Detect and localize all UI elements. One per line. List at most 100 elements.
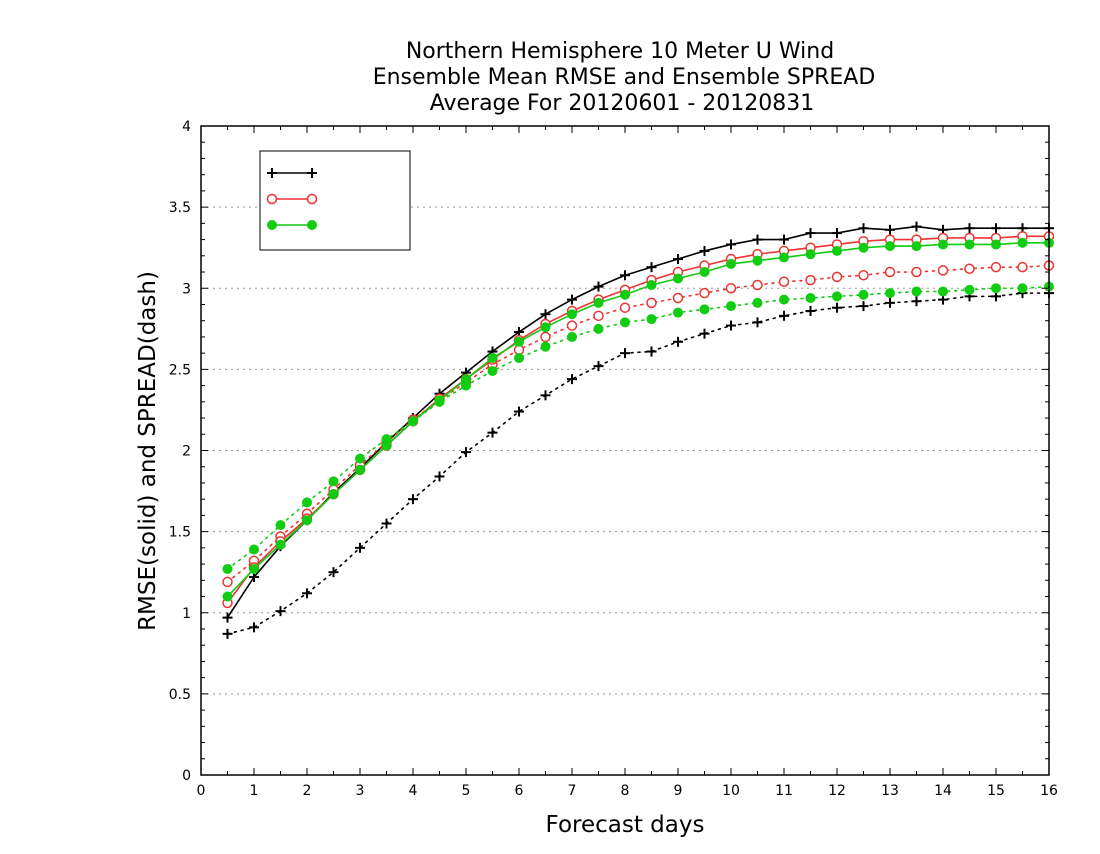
spread-point [593, 361, 604, 372]
x-tick-label: 11 [775, 783, 793, 799]
spread-point [328, 567, 339, 578]
rmse-point [991, 223, 1001, 234]
spread-point [222, 563, 233, 574]
spread-point [461, 447, 471, 458]
chart-title-line-2: Ensemble Mean RMSE and Ensemble SPREAD [373, 65, 876, 90]
spread-point [540, 341, 551, 352]
spread-point [540, 331, 551, 343]
spread-line-series-2 [226, 264, 1050, 583]
rmse-point [885, 224, 895, 235]
spread-point [355, 453, 365, 464]
spread-line-series-3 [226, 285, 1050, 570]
rmse-point [434, 395, 445, 406]
rmse-point [832, 228, 842, 239]
spread-point [779, 310, 789, 321]
rmse-point [646, 280, 657, 291]
rmse-point [567, 309, 577, 320]
x-tick-label: 4 [409, 783, 418, 799]
legend-marker [307, 220, 317, 230]
rmse-point [964, 223, 975, 234]
rmse-point [540, 322, 551, 333]
rmse-point [911, 241, 922, 252]
x-tick-label: 2 [303, 783, 312, 799]
spread-point [355, 542, 365, 553]
rmse-point [222, 612, 233, 623]
spread-point [514, 353, 524, 364]
rmse-point [249, 563, 259, 574]
rmse-point [673, 254, 683, 265]
rmse-point [858, 242, 869, 253]
chart-title-line-1: Northern Hemisphere 10 Meter U Wind [406, 39, 834, 64]
rmse-point [673, 273, 683, 284]
rmse-point [620, 270, 630, 281]
series-layer [222, 221, 1055, 639]
rmse-point [752, 255, 763, 266]
spread-point [911, 296, 922, 307]
rmse-point [911, 221, 922, 232]
spread-point [805, 292, 816, 303]
legend-box [259, 150, 411, 251]
spread-point [646, 297, 657, 309]
rmse-point [328, 489, 339, 500]
spread-point [434, 471, 445, 482]
spread-point [619, 302, 631, 313]
x-tick-label: 7 [568, 783, 577, 799]
rmse-point [779, 234, 789, 245]
rmse-point [302, 515, 312, 526]
spread-point [699, 328, 710, 339]
rmse-point [858, 223, 869, 234]
rmse-point [222, 591, 233, 602]
spread-point [646, 346, 657, 357]
spread-point [1017, 261, 1028, 273]
spread-point [699, 304, 710, 315]
spread-point [593, 323, 604, 334]
rmse-point [779, 252, 789, 263]
y-tick-label: 3 [182, 281, 191, 297]
legend-entry-series-1 [267, 168, 317, 178]
spread-point [990, 261, 1002, 273]
spread-point [938, 286, 948, 297]
x-tick-label: 0 [197, 783, 206, 799]
spread-point [540, 390, 551, 401]
rmse-point [832, 245, 842, 256]
x-tick-label: 8 [621, 783, 630, 799]
spread-point [673, 307, 683, 318]
spread-point [275, 520, 286, 531]
x-tick-label: 6 [515, 783, 524, 799]
rmse-point [805, 228, 816, 239]
x-tick-label: 16 [1040, 783, 1058, 799]
y-tick-label: 4 [182, 119, 191, 135]
legend-marker [306, 193, 318, 205]
spread-point [1017, 283, 1028, 294]
axis-ticks: 0 1 2 3 4 5 6 7 8 9 10 11 12 13 14 15 1600.511.522.533.5… [169, 119, 1058, 799]
spread-point [805, 274, 816, 286]
spread-point [672, 292, 684, 304]
spread-point [911, 286, 922, 297]
y-tick-label: 0.5 [169, 687, 191, 703]
spread-point [566, 320, 578, 331]
x-tick-label: 5 [462, 783, 471, 799]
legend-marker [266, 193, 278, 205]
x-tick-label: 1 [250, 783, 259, 799]
rmse-point [355, 464, 365, 475]
spread-point [408, 494, 418, 505]
rmse-point [620, 289, 630, 300]
y-tick-label: 3.5 [169, 200, 191, 216]
x-axis-label: Forecast days [546, 812, 705, 838]
spread-point [964, 263, 975, 275]
x-tick-label: 9 [674, 783, 683, 799]
spread-point [726, 301, 736, 312]
spread-point [858, 289, 869, 300]
legend-entry-series-3 [267, 220, 317, 230]
spread-point [381, 518, 392, 529]
spread-point [673, 336, 683, 347]
rmse-point [514, 336, 524, 347]
legend [259, 150, 411, 251]
rmse-point [487, 353, 498, 364]
rmse-point [540, 309, 551, 320]
spread-point [831, 271, 843, 283]
spread-point [964, 284, 975, 295]
rmse-point [885, 241, 895, 252]
